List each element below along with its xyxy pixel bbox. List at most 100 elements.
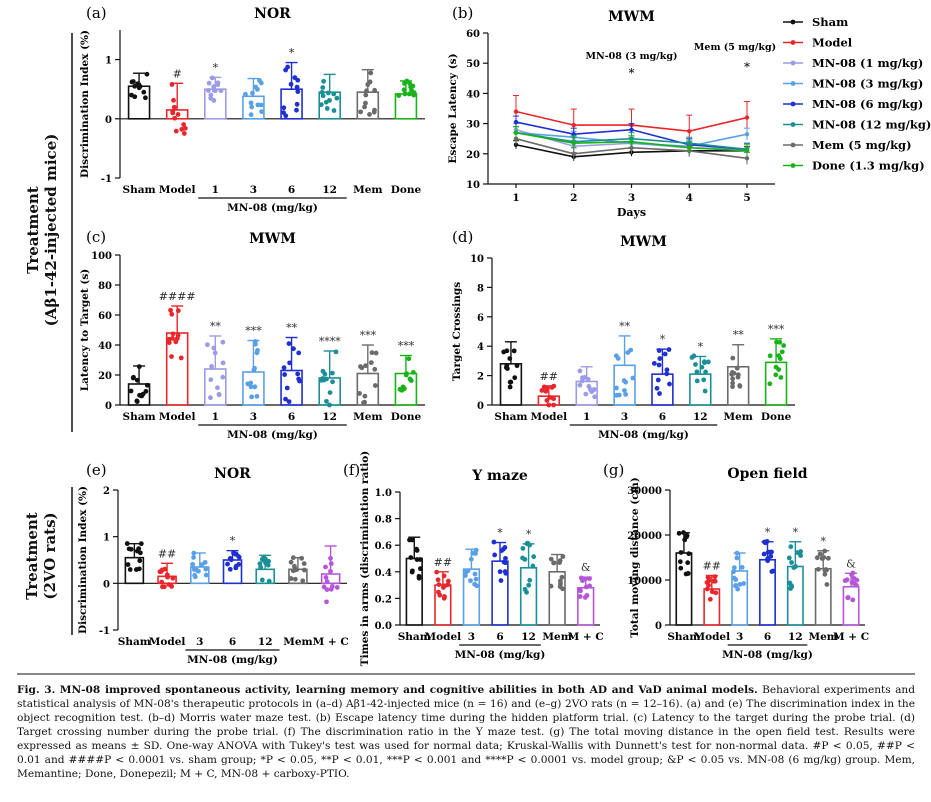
caption-text: Behavioral experiments and statistical a… (17, 684, 916, 780)
data-point (159, 579, 165, 585)
data-point (369, 350, 375, 356)
data-point (744, 131, 750, 137)
group-label: MN-08 (mg/kg) (227, 202, 318, 214)
data-point (324, 376, 329, 382)
data-point (291, 346, 296, 352)
data-point (853, 582, 859, 588)
data-point (410, 370, 416, 375)
data-point (702, 359, 707, 365)
data-point (286, 399, 292, 405)
data-point (294, 101, 300, 107)
data-point (814, 555, 820, 561)
data-point (179, 126, 185, 132)
bar (814, 567, 832, 626)
data-point (144, 71, 150, 77)
data-point (850, 597, 856, 603)
x-tick-label: Mem (809, 631, 838, 643)
x-tick-label: Model (693, 631, 730, 643)
data-point (248, 380, 254, 386)
x-tick-label: 3 (196, 636, 203, 648)
data-point (236, 554, 242, 559)
caption-bold-text: MN-08 improved spontaneous activity, lea… (59, 684, 758, 696)
y-tick-label: 6 (477, 313, 484, 324)
data-point (739, 564, 745, 570)
data-point (705, 359, 711, 365)
x-tick-label: 12 (693, 411, 708, 423)
data-point (328, 555, 333, 561)
significance-label: **** (319, 335, 342, 348)
data-point (192, 574, 198, 580)
annotation-label: Mem (5 mg/kg) (694, 42, 776, 53)
panel-letter: (e) (86, 461, 107, 479)
data-point (407, 81, 413, 86)
data-point (571, 122, 576, 128)
data-point (513, 119, 519, 125)
data-point (130, 79, 136, 84)
data-point (744, 156, 750, 161)
data-point (706, 575, 711, 581)
y-tick-label: 0 (103, 579, 110, 590)
x-tick-label: 6 (288, 184, 295, 196)
data-point (125, 562, 131, 567)
data-point (781, 343, 787, 348)
data-point (248, 384, 254, 390)
data-point (169, 82, 175, 87)
data-point (699, 364, 705, 370)
data-point (169, 311, 175, 317)
data-point (295, 371, 301, 377)
group-label: MN-08 (mg/kg) (227, 429, 318, 441)
data-point (623, 391, 629, 397)
x-tick-label: Done (391, 411, 422, 423)
data-point (664, 367, 670, 373)
chart-title: MWM (608, 9, 655, 25)
data-point (320, 368, 326, 374)
data-point (591, 387, 597, 392)
data-point (282, 372, 288, 377)
y-tick-label: 10000 (627, 576, 662, 587)
data-point (702, 388, 708, 394)
bar (613, 364, 636, 406)
y-tick-label: 0.2 (375, 594, 392, 605)
y-tick-label: 40 (98, 341, 112, 352)
data-point (441, 573, 447, 579)
data-point (559, 574, 565, 580)
legend-label: MN-08 (6 mg/kg) (812, 97, 923, 111)
data-point (730, 355, 736, 361)
data-point (544, 385, 550, 391)
data-point (614, 392, 620, 398)
data-point (441, 595, 447, 601)
x-tick-label: 1 (583, 411, 590, 423)
data-point (507, 356, 513, 361)
data-point (707, 596, 713, 602)
data-point (137, 550, 143, 556)
data-point (143, 388, 149, 394)
data-point (368, 70, 374, 76)
data-point (220, 360, 226, 366)
chart-title: NOR (254, 6, 291, 22)
y-tick-label: 4 (477, 342, 484, 353)
data-point (196, 568, 201, 574)
x-tick-label: Sham (122, 184, 155, 196)
data-point (503, 555, 508, 561)
data-point (776, 367, 782, 372)
data-point (473, 576, 479, 582)
data-point (513, 142, 519, 147)
significance-label: ## (703, 560, 721, 573)
x-tick-label: 6 (659, 411, 666, 423)
data-point (577, 382, 583, 388)
data-point (417, 557, 423, 562)
data-point (296, 350, 302, 356)
y-tick-label: 0 (655, 621, 662, 632)
data-point (261, 557, 267, 563)
x-tick-label: M + C (833, 631, 869, 643)
significance-label: * (793, 526, 799, 539)
x-tick-label: 3 (736, 631, 743, 643)
y-tick-label: 0 (477, 401, 484, 412)
data-point (170, 109, 176, 114)
legend-label: MN-08 (1 mg/kg) (812, 56, 923, 70)
data-point (143, 95, 148, 101)
data-point (502, 569, 508, 574)
data-point (524, 589, 529, 595)
data-point (551, 560, 556, 566)
data-point (363, 363, 369, 369)
